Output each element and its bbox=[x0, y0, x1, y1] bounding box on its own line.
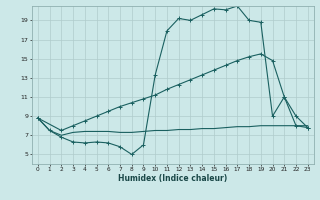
X-axis label: Humidex (Indice chaleur): Humidex (Indice chaleur) bbox=[118, 174, 228, 183]
